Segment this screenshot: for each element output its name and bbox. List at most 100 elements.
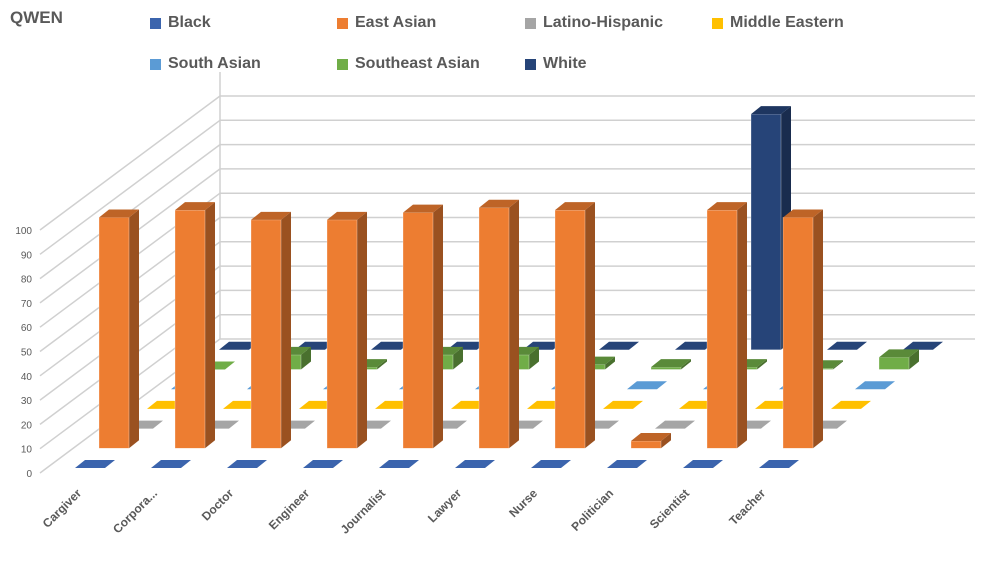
bar-top — [379, 460, 419, 468]
bar-south-asian — [627, 381, 667, 390]
bar-front — [554, 209, 586, 449]
bar-white — [599, 341, 639, 350]
bar-southeast-asian — [878, 349, 919, 370]
bar-white — [219, 341, 259, 350]
bar-top — [371, 341, 411, 350]
bar-white — [827, 341, 867, 350]
bar-side — [509, 199, 519, 449]
bar-top — [683, 460, 723, 468]
bar-white — [371, 341, 411, 350]
bar-front — [706, 209, 738, 449]
bar-side — [281, 211, 291, 449]
bar-front — [98, 217, 130, 449]
bar-top — [175, 202, 215, 211]
bar-top — [751, 106, 791, 115]
legend-label: Black — [168, 14, 211, 31]
y-tick-label: 60 — [21, 323, 33, 334]
bar-top — [783, 209, 823, 218]
bar-black — [379, 460, 419, 468]
bar-side — [529, 346, 539, 370]
bar-top — [827, 341, 867, 350]
bar-black — [531, 460, 571, 468]
y-tick-label: 0 — [26, 469, 32, 480]
bar-middle-eastern — [603, 400, 643, 409]
x-tick-label: Scientist — [647, 486, 692, 531]
legend-swatch — [150, 58, 161, 70]
bar-top — [531, 460, 571, 468]
bar-top — [599, 341, 639, 350]
bar-side — [377, 359, 387, 370]
bar-black — [455, 460, 495, 468]
legend-label: White — [543, 55, 587, 72]
bar-top — [403, 204, 443, 213]
bar-east-asian — [706, 202, 747, 449]
bar-top — [75, 460, 115, 468]
legend-item: Southeast Asian — [337, 55, 480, 73]
bar-top — [99, 209, 139, 218]
bar-top — [675, 341, 715, 350]
bar-side — [453, 346, 463, 370]
legend-swatch — [712, 17, 723, 29]
x-tick-label: Corpora... — [110, 486, 160, 536]
legend-label: Latino-Hispanic — [543, 14, 664, 31]
bar-front — [630, 440, 662, 449]
bar-top — [479, 199, 519, 208]
bar-side — [757, 359, 767, 370]
bar-side — [585, 202, 595, 449]
bar-side — [357, 211, 367, 449]
bar-top — [219, 341, 259, 350]
bar-side — [301, 346, 311, 370]
bar-top — [879, 349, 919, 358]
bar-middle-eastern — [831, 400, 871, 409]
bar-top — [831, 400, 871, 409]
legend-item: Middle Eastern — [712, 14, 844, 32]
bar-east-asian — [478, 199, 519, 449]
bar-top — [655, 420, 695, 429]
x-tick-label: Lawyer — [425, 486, 464, 525]
y-tick-label: 20 — [21, 420, 33, 431]
bar-top — [303, 460, 343, 468]
bar-top — [251, 211, 291, 220]
bar-front — [326, 219, 358, 449]
bar-top — [855, 381, 895, 390]
bar-black — [75, 460, 115, 468]
bar-side — [833, 360, 843, 370]
x-tick-label: Engineer — [266, 486, 312, 532]
bar-southeast-asian — [650, 359, 691, 370]
bar-front — [782, 217, 814, 449]
bar-white — [903, 341, 943, 350]
bar-top — [707, 202, 747, 211]
legend-item: East Asian — [337, 14, 436, 32]
side-gridline — [39, 119, 221, 255]
legend-item: Black — [150, 14, 211, 32]
y-tick-label: 30 — [21, 396, 33, 407]
bar-front — [878, 357, 910, 370]
bar-east-asian — [554, 202, 595, 449]
x-tick-label: Cargiver — [40, 486, 85, 531]
y-tick-label: 70 — [21, 299, 33, 310]
bar-front — [174, 209, 206, 449]
bar-black — [303, 460, 343, 468]
y-tick-label: 90 — [21, 250, 33, 261]
bar-east-asian — [782, 209, 823, 449]
legend-swatch — [150, 17, 161, 29]
y-tick-label: 40 — [21, 372, 33, 383]
x-tick-label: Politician — [569, 486, 617, 534]
chart-title: QWEN — [10, 8, 63, 27]
bar-east-asian — [98, 209, 139, 449]
bar-black — [227, 460, 267, 468]
bar-top — [627, 381, 667, 390]
x-tick-label: Teacher — [726, 486, 768, 528]
bar-top — [227, 460, 267, 468]
bar-top — [327, 211, 367, 220]
legend-label: East Asian — [355, 14, 437, 31]
side-gridline — [39, 95, 221, 231]
bar-top — [555, 202, 595, 211]
bar-side — [813, 209, 823, 449]
bar-top — [603, 400, 643, 409]
legend-item: White — [525, 55, 587, 73]
bar-front — [650, 366, 682, 370]
bar-side — [737, 202, 747, 449]
bar-east-asian — [174, 202, 215, 449]
